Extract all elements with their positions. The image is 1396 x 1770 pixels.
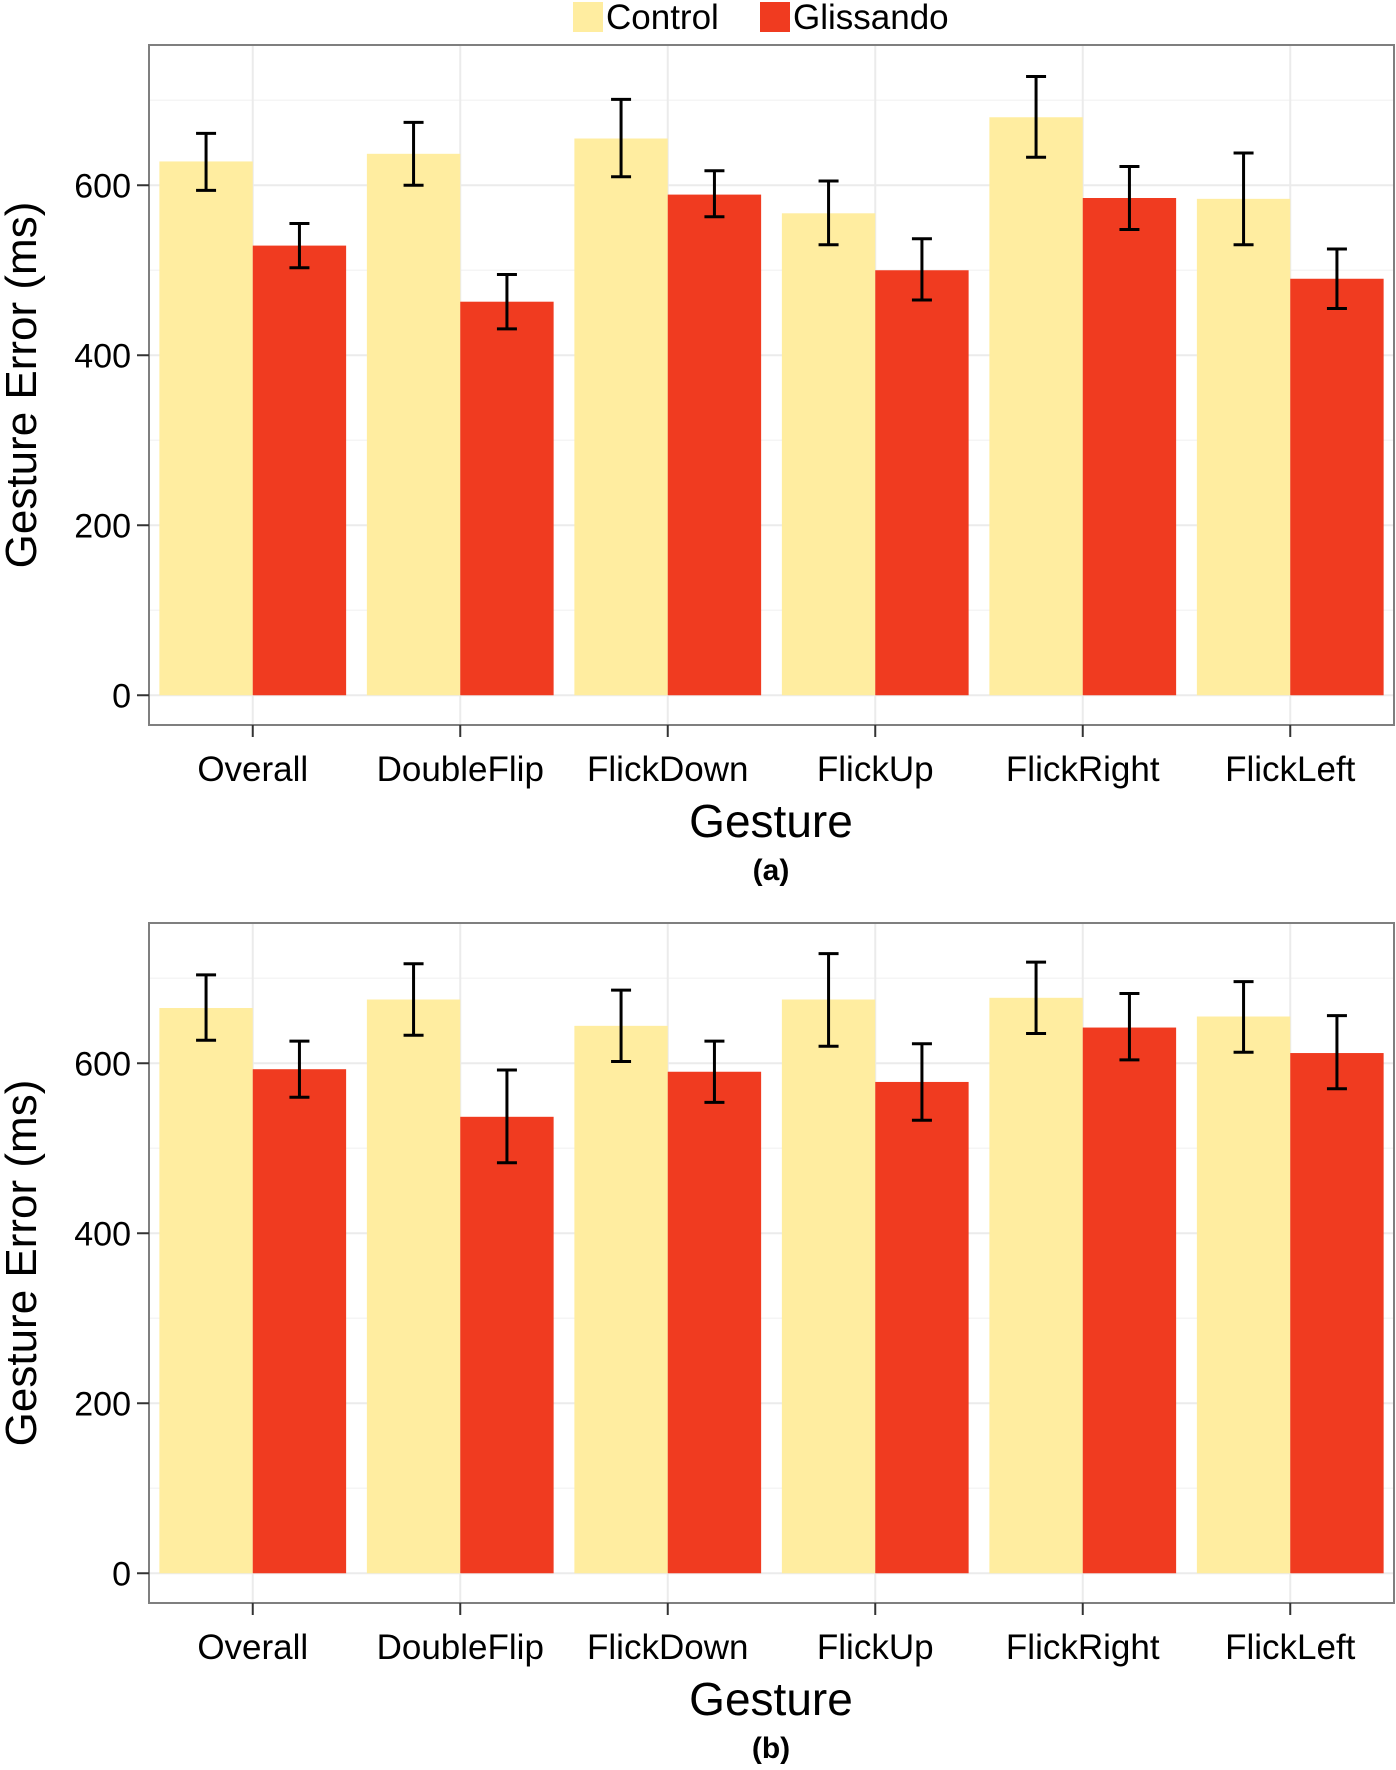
panel-b-x-tick-label: FlickLeft (1225, 1628, 1356, 1667)
error-bar-b-control-flickright (1026, 960, 1047, 1035)
panel-b-bars (159, 997, 1384, 1574)
bar-a-glissando-flickleft (1290, 278, 1384, 696)
chart-panel-b: 0 200 400 600 Overall DoubleFlip FlickDown Fli… (0, 922, 1395, 1765)
panel-b-y-axis: 0 200 400 600 (74, 1045, 149, 1593)
bar-a-glissando-overall (252, 245, 347, 696)
bar-b-control-overall (159, 1008, 253, 1574)
error-bar-a-glissando-flickright (1119, 165, 1140, 231)
bar-a-control-overall (159, 161, 253, 696)
panel-a-y-axis-title: Gesture Error (ms) (0, 202, 46, 569)
error-bar-a-control-flickdown (611, 97, 632, 179)
panel-a-label: (a) (753, 854, 790, 887)
panel-a-x-tick-label: Overall (197, 750, 308, 789)
legend-swatch-glissando (760, 2, 790, 32)
bar-a-glissando-flickup (875, 270, 969, 696)
panel-b-x-tick-label: Overall (197, 1628, 308, 1667)
panel-b-x-axis: Overall DoubleFlip FlickDown FlickUp FlickRi… (197, 1603, 1356, 1667)
legend: Control Glissando (573, 0, 949, 37)
panel-a-y-axis: 0 200 400 600 (74, 167, 149, 715)
panel-b-x-tick-label: DoubleFlip (377, 1628, 544, 1667)
error-bar-b-glissando-flickleft (1326, 1014, 1347, 1091)
panel-b-y-tick-label: 200 (74, 1385, 131, 1423)
error-bar-b-glissando-flickright (1119, 992, 1140, 1062)
error-bar-a-control-doubleflip (403, 120, 424, 187)
panel-a-bars (159, 117, 1384, 696)
panel-a-y-tick-label: 200 (74, 507, 131, 545)
bar-b-control-flickleft (1196, 1016, 1291, 1574)
error-bar-a-glissando-flickup (911, 237, 932, 302)
error-bar-a-glissando-flickdown (704, 169, 725, 219)
panel-a-x-axis-title: Gesture (689, 795, 853, 847)
error-bar-b-glissando-flickdown (704, 1039, 725, 1104)
bar-a-control-flickdown (574, 138, 668, 696)
bar-b-glissando-flickright (1082, 1027, 1177, 1574)
bar-b-glissando-overall (252, 1069, 347, 1574)
error-bar-b-glissando-overall (289, 1039, 310, 1099)
panel-b-label: (b) (752, 1732, 790, 1765)
error-bar-b-glissando-doubleflip (496, 1068, 517, 1165)
panel-a-y-tick-label: 400 (74, 337, 131, 375)
panel-a-x-tick-label: DoubleFlip (377, 750, 544, 789)
bar-a-control-flickup (781, 213, 876, 696)
panel-a-frame (148, 44, 1395, 726)
bar-a-control-flickright (989, 117, 1083, 696)
bar-b-control-flickright (989, 997, 1083, 1574)
bar-a-glissando-flickright (1082, 198, 1177, 696)
bar-a-control-flickleft (1196, 198, 1291, 696)
panel-a-x-tick-label: FlickUp (817, 750, 934, 789)
legend-label-glissando: Glissando (793, 0, 949, 37)
error-bar-a-glissando-overall (289, 222, 310, 270)
bar-a-glissando-doubleflip (460, 301, 554, 696)
bar-b-control-flickup (781, 999, 876, 1574)
error-bar-b-glissando-flickup (911, 1042, 932, 1122)
panel-a-x-tick-label: FlickRight (1006, 750, 1160, 789)
legend-label-control: Control (606, 0, 719, 37)
error-bar-b-control-overall (196, 973, 217, 1042)
error-bar-a-control-flickup (818, 179, 839, 247)
bar-b-glissando-flickup (875, 1081, 969, 1574)
bar-b-control-doubleflip (366, 999, 461, 1574)
error-bar-a-control-flickright (1026, 74, 1047, 159)
panel-a-x-tick-label: FlickLeft (1225, 750, 1356, 789)
panel-b-x-tick-label: FlickUp (817, 1628, 934, 1667)
error-bar-b-control-flickdown (611, 988, 632, 1064)
panel-b-y-axis-title: Gesture Error (ms) (0, 1080, 46, 1447)
error-bar-b-control-doubleflip (403, 962, 424, 1037)
panel-b-y-tick-label: 0 (112, 1555, 131, 1593)
panel-a-y-tick-label: 600 (74, 167, 131, 205)
panel-a-error-bars (196, 74, 1347, 331)
bar-b-glissando-flickleft (1290, 1053, 1384, 1574)
legend-swatch-control (573, 2, 603, 32)
error-bar-a-control-flickleft (1233, 151, 1254, 247)
bar-a-control-doubleflip (366, 153, 461, 696)
panel-b-frame (148, 922, 1395, 1604)
error-bar-b-control-flickleft (1233, 980, 1254, 1054)
error-bar-a-glissando-flickleft (1326, 247, 1347, 310)
panel-b-x-tick-label: FlickDown (587, 1628, 748, 1667)
bar-b-glissando-flickdown (667, 1071, 762, 1574)
panel-b-x-tick-label: FlickRight (1006, 1628, 1160, 1667)
bar-b-control-flickdown (574, 1025, 668, 1574)
panel-a-x-axis: Overall DoubleFlip FlickDown FlickUp FlickRi… (197, 725, 1356, 789)
error-bar-b-control-flickup (818, 952, 839, 1048)
panel-b-y-tick-label: 400 (74, 1215, 131, 1253)
error-bar-a-control-overall (196, 131, 217, 192)
panel-b-y-tick-label: 600 (74, 1045, 131, 1083)
panel-b-x-axis-title: Gesture (689, 1673, 853, 1725)
panel-b-error-bars (196, 952, 1347, 1165)
panel-a-x-tick-label: FlickDown (587, 750, 748, 789)
error-bar-a-glissando-doubleflip (496, 273, 517, 331)
chart-panel-a: 0 200 400 600 Overall DoubleFlip FlickDown Fli… (0, 44, 1395, 887)
panel-a-y-tick-label: 0 (112, 677, 131, 715)
bar-b-glissando-doubleflip (460, 1116, 554, 1574)
bar-a-glissando-flickdown (667, 194, 762, 696)
